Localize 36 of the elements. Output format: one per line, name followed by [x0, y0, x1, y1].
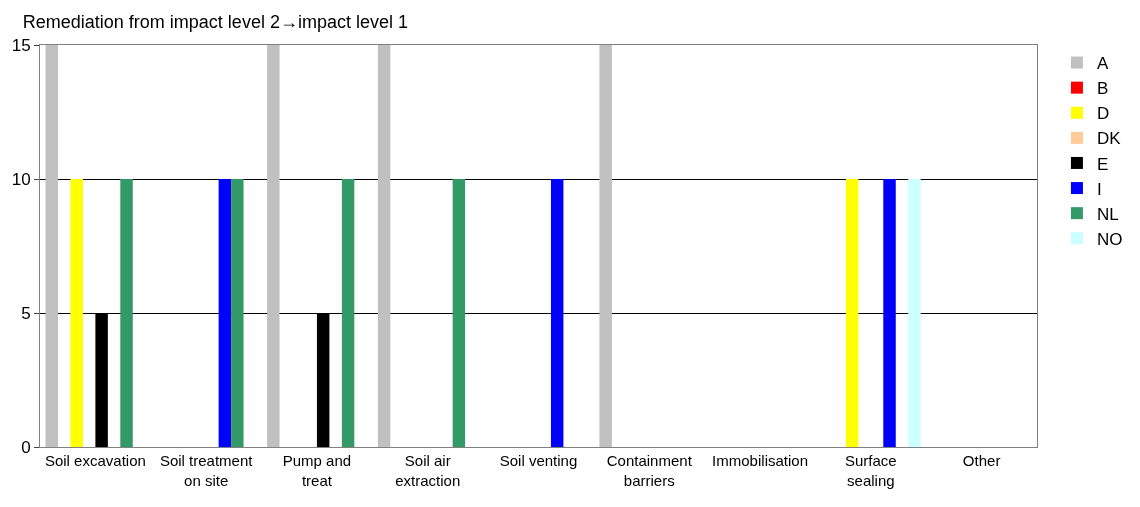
- legend-label: B: [1096, 79, 1109, 99]
- bar: [908, 179, 921, 447]
- bar: [550, 179, 564, 447]
- x-tick-label: Surface sealing: [844, 452, 897, 489]
- x-tick-label: Other: [962, 452, 1001, 469]
- y-tick-label: 10: [11, 169, 31, 189]
- bar: [231, 179, 244, 447]
- bar: [883, 179, 896, 447]
- legend-label: A: [1096, 54, 1109, 74]
- bar: [70, 179, 83, 447]
- x-tick-label: Containment barriers: [606, 452, 693, 489]
- x-tick-label: Soil air extraction: [395, 452, 461, 489]
- legend-label: I: [1096, 179, 1102, 199]
- x-tick-label: Soil excavation: [44, 452, 146, 469]
- bar: [452, 179, 466, 447]
- legend-label: NO: [1096, 229, 1123, 249]
- legend-label: DK: [1096, 129, 1122, 149]
- legend-label: E: [1096, 154, 1109, 174]
- legend-label: D: [1096, 104, 1110, 124]
- x-tick-label: Pump and treat: [282, 452, 352, 489]
- x-tick-label: Immobilisation: [712, 452, 808, 469]
- bar: [120, 179, 133, 447]
- bar: [845, 179, 859, 447]
- x-tick-label: Soil treatment on site: [159, 452, 254, 489]
- legend-label: NL: [1096, 204, 1119, 224]
- y-tick-label: 15: [11, 35, 31, 55]
- x-tick-label: Soil venting: [499, 452, 578, 469]
- y-tick-label: 0: [21, 437, 31, 457]
- bar: [267, 45, 280, 447]
- bar: [377, 45, 391, 447]
- y-tick-label: 5: [21, 303, 31, 323]
- bar: [218, 179, 232, 447]
- chart-title: Remediation from impact level 2→impact level 1: [22, 11, 408, 32]
- bar: [45, 45, 58, 447]
- bar: [341, 179, 355, 447]
- bar: [599, 45, 612, 447]
